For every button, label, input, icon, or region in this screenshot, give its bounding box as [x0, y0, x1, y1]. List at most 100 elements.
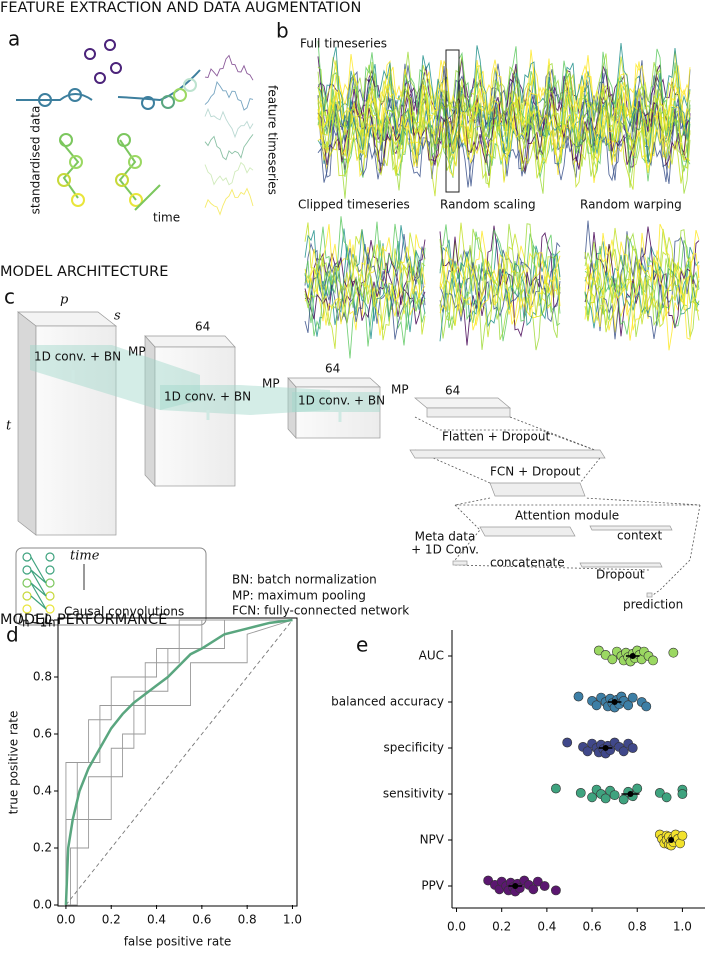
layer-label: 1D conv. + BN — [298, 394, 385, 408]
data-point — [593, 645, 604, 656]
dim-label: s — [114, 309, 121, 324]
timeseries-line — [439, 261, 561, 323]
timeseries-line — [304, 252, 426, 325]
mean-marker — [512, 883, 519, 889]
panel-label: Random scaling — [440, 198, 536, 212]
panel-letter: b — [276, 19, 289, 43]
x-tick-label: 0.2 — [102, 913, 121, 927]
layer-label: prediction — [623, 598, 683, 612]
timeseries-line — [204, 187, 254, 216]
layer-index: l — [18, 613, 22, 628]
panel-label: Clipped timeseries — [298, 198, 410, 212]
dim-label: p — [60, 293, 69, 308]
category-label: specificity — [384, 741, 444, 755]
timeseries-line — [204, 161, 254, 186]
data-point — [627, 743, 638, 753]
timeseries-line — [304, 244, 426, 336]
data-point — [582, 746, 593, 757]
data-point — [609, 790, 620, 800]
category-label: balanced accuracy — [331, 695, 444, 709]
x-tick-label: 0.8 — [628, 920, 647, 934]
timeseries-line — [204, 134, 254, 161]
category-label: NPV — [420, 833, 445, 847]
category-label: AUC — [419, 649, 444, 663]
size-label: 64 — [445, 384, 460, 398]
layer-index: l — [44, 613, 48, 628]
y-axis-label: true positive rate — [7, 711, 21, 815]
timeseries-line — [439, 224, 561, 324]
x-tick-label: 0.6 — [583, 920, 602, 934]
layer-label: context — [617, 529, 663, 543]
time-label: time — [70, 549, 100, 564]
panel-label: Random warping — [580, 198, 682, 212]
timeseries-line — [304, 225, 426, 326]
timeseries-line — [584, 245, 700, 333]
timeseries-line — [317, 80, 691, 167]
x-tick-label: 0.2 — [492, 920, 511, 934]
legend-text: FCN: fully-connected network — [232, 604, 409, 618]
panel-letter: c — [4, 285, 15, 309]
data-point — [551, 885, 561, 896]
timeseries-line — [317, 87, 691, 174]
y-tick-label: 0.8 — [33, 670, 52, 684]
data-point — [532, 876, 543, 887]
x-axis-label: false positive rate — [124, 935, 232, 949]
pool-label: MP — [128, 345, 146, 359]
timeseries-line — [317, 79, 691, 183]
data-point — [648, 655, 658, 666]
x-tick-label: 0.4 — [147, 913, 166, 927]
layer-label: concatenate — [490, 556, 565, 570]
y-tick-label: 1.0 — [33, 613, 52, 627]
y-tick-label: 0.4 — [33, 784, 52, 798]
data-point — [483, 875, 494, 886]
category-label: sensitivity — [383, 787, 444, 801]
timeseries-line — [204, 107, 254, 139]
section-title: FEATURE EXTRACTION AND DATA AUGMENTATION — [0, 0, 361, 16]
data-point — [573, 691, 584, 702]
plot-frame — [57, 617, 298, 907]
size-label: 64 — [195, 320, 210, 334]
data-point — [677, 789, 688, 799]
axis-label: time — [153, 211, 180, 225]
timeseries-line — [439, 246, 561, 331]
legend-text: MP: maximum pooling — [232, 589, 366, 603]
data-point — [600, 793, 611, 804]
panel-label: Full timeseries — [300, 37, 387, 51]
data-point — [587, 792, 597, 803]
roc-line — [65, 619, 293, 905]
pool-label: MP — [391, 383, 409, 397]
timeseries-line — [304, 216, 426, 347]
mean-marker — [602, 745, 609, 751]
y-tick-label: 0.0 — [33, 898, 52, 912]
timeseries-line — [584, 223, 700, 340]
timeseries-line — [204, 54, 254, 81]
layer-label: 1D conv. + BN — [34, 350, 121, 364]
data-point — [623, 700, 634, 711]
data-point — [575, 788, 586, 798]
layer-label: Meta data — [415, 530, 476, 544]
roc-line — [65, 619, 293, 906]
roc-line — [64, 618, 293, 906]
data-point — [607, 654, 618, 665]
category-label: PPV — [421, 879, 444, 893]
clip-window — [445, 49, 460, 193]
diagram-shapes — [15, 39, 701, 626]
data-point — [562, 737, 573, 748]
layer-label: Attention module — [515, 509, 619, 523]
x-tick-label: 0.4 — [537, 920, 556, 934]
mean-marker — [668, 837, 675, 843]
size-label: 64 — [325, 362, 340, 376]
y-tick-label: 0.6 — [33, 727, 52, 741]
timeseries-line — [439, 223, 561, 351]
section-title: MODEL ARCHITECTURE — [0, 264, 168, 280]
data-point — [618, 794, 629, 805]
timeseries-line — [317, 78, 691, 197]
panel-letter: a — [8, 27, 20, 51]
data-point — [528, 884, 539, 895]
layer-label: 1D conv. + BN — [164, 390, 251, 404]
data-point — [591, 700, 602, 711]
x-tick-label: 0.0 — [56, 913, 75, 927]
data-point — [618, 746, 629, 757]
x-tick-label: 1.0 — [673, 920, 692, 934]
